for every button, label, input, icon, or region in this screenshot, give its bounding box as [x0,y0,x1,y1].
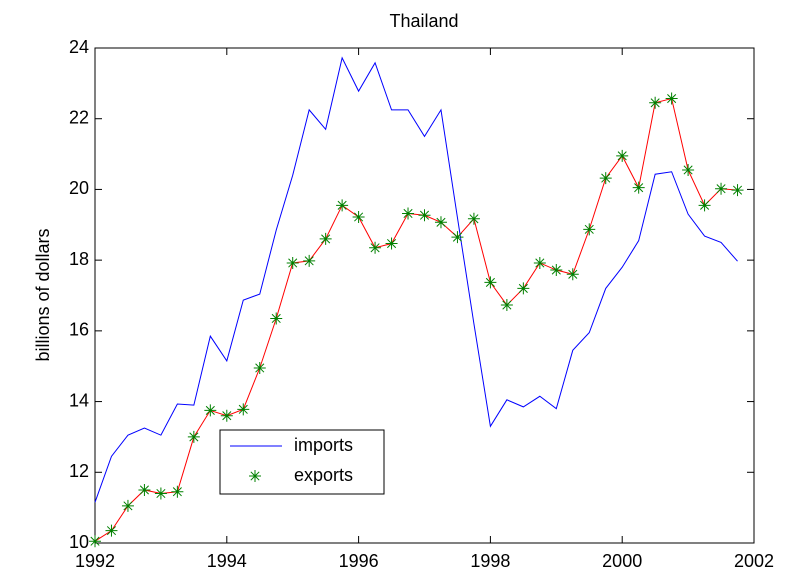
marker [566,268,579,281]
marker [121,499,134,512]
marker [484,276,497,289]
marker [319,232,332,245]
y-tick-label: 24 [69,37,89,57]
marker [171,485,184,498]
marker [154,487,167,500]
y-tick-label: 18 [69,249,89,269]
marker [533,256,546,269]
marker [583,223,596,236]
marker [89,535,101,548]
marker [105,524,118,537]
marker [682,163,695,176]
marker [220,409,233,422]
y-tick-label: 10 [69,532,89,552]
chart-title: Thailand [389,11,458,31]
marker [253,361,266,374]
marker [434,216,447,229]
marker [731,184,744,197]
marker [632,181,645,194]
marker [418,209,431,222]
marker [303,254,316,267]
marker [352,211,365,224]
marker [249,470,261,482]
marker [517,282,530,295]
marker [237,403,250,416]
x-tick-label: 1992 [75,551,115,571]
marker [500,299,513,312]
marker [665,92,678,105]
marker [286,256,299,269]
y-axis-label: billions of dollars [33,228,53,361]
marker [698,199,711,212]
marker [451,231,464,244]
series-line [94,56,738,503]
marker [402,207,415,220]
y-tick-label: 20 [69,178,89,198]
marker [270,312,283,325]
marker [715,182,728,195]
x-tick-label: 2000 [602,551,642,571]
y-tick-label: 12 [69,461,89,481]
marker [204,404,217,417]
y-tick-label: 22 [69,107,89,127]
legend-box [219,429,385,495]
marker [385,237,398,250]
x-tick-label: 1996 [339,551,379,571]
marker [616,149,629,162]
marker [187,430,200,443]
series-line [94,97,738,542]
marker [467,212,480,225]
y-tick-label: 14 [69,390,89,410]
plot-frame [94,47,755,544]
legend-label: imports [294,435,353,455]
legend-label: exports [294,465,353,485]
marker [550,264,563,277]
x-tick-label: 1998 [470,551,510,571]
x-tick-label: 1994 [207,551,247,571]
marker [649,96,662,109]
marker [336,199,349,212]
marker [599,172,612,185]
x-tick-label: 2002 [734,551,774,571]
marker [138,483,151,496]
y-tick-label: 16 [69,320,89,340]
marker [369,241,382,254]
